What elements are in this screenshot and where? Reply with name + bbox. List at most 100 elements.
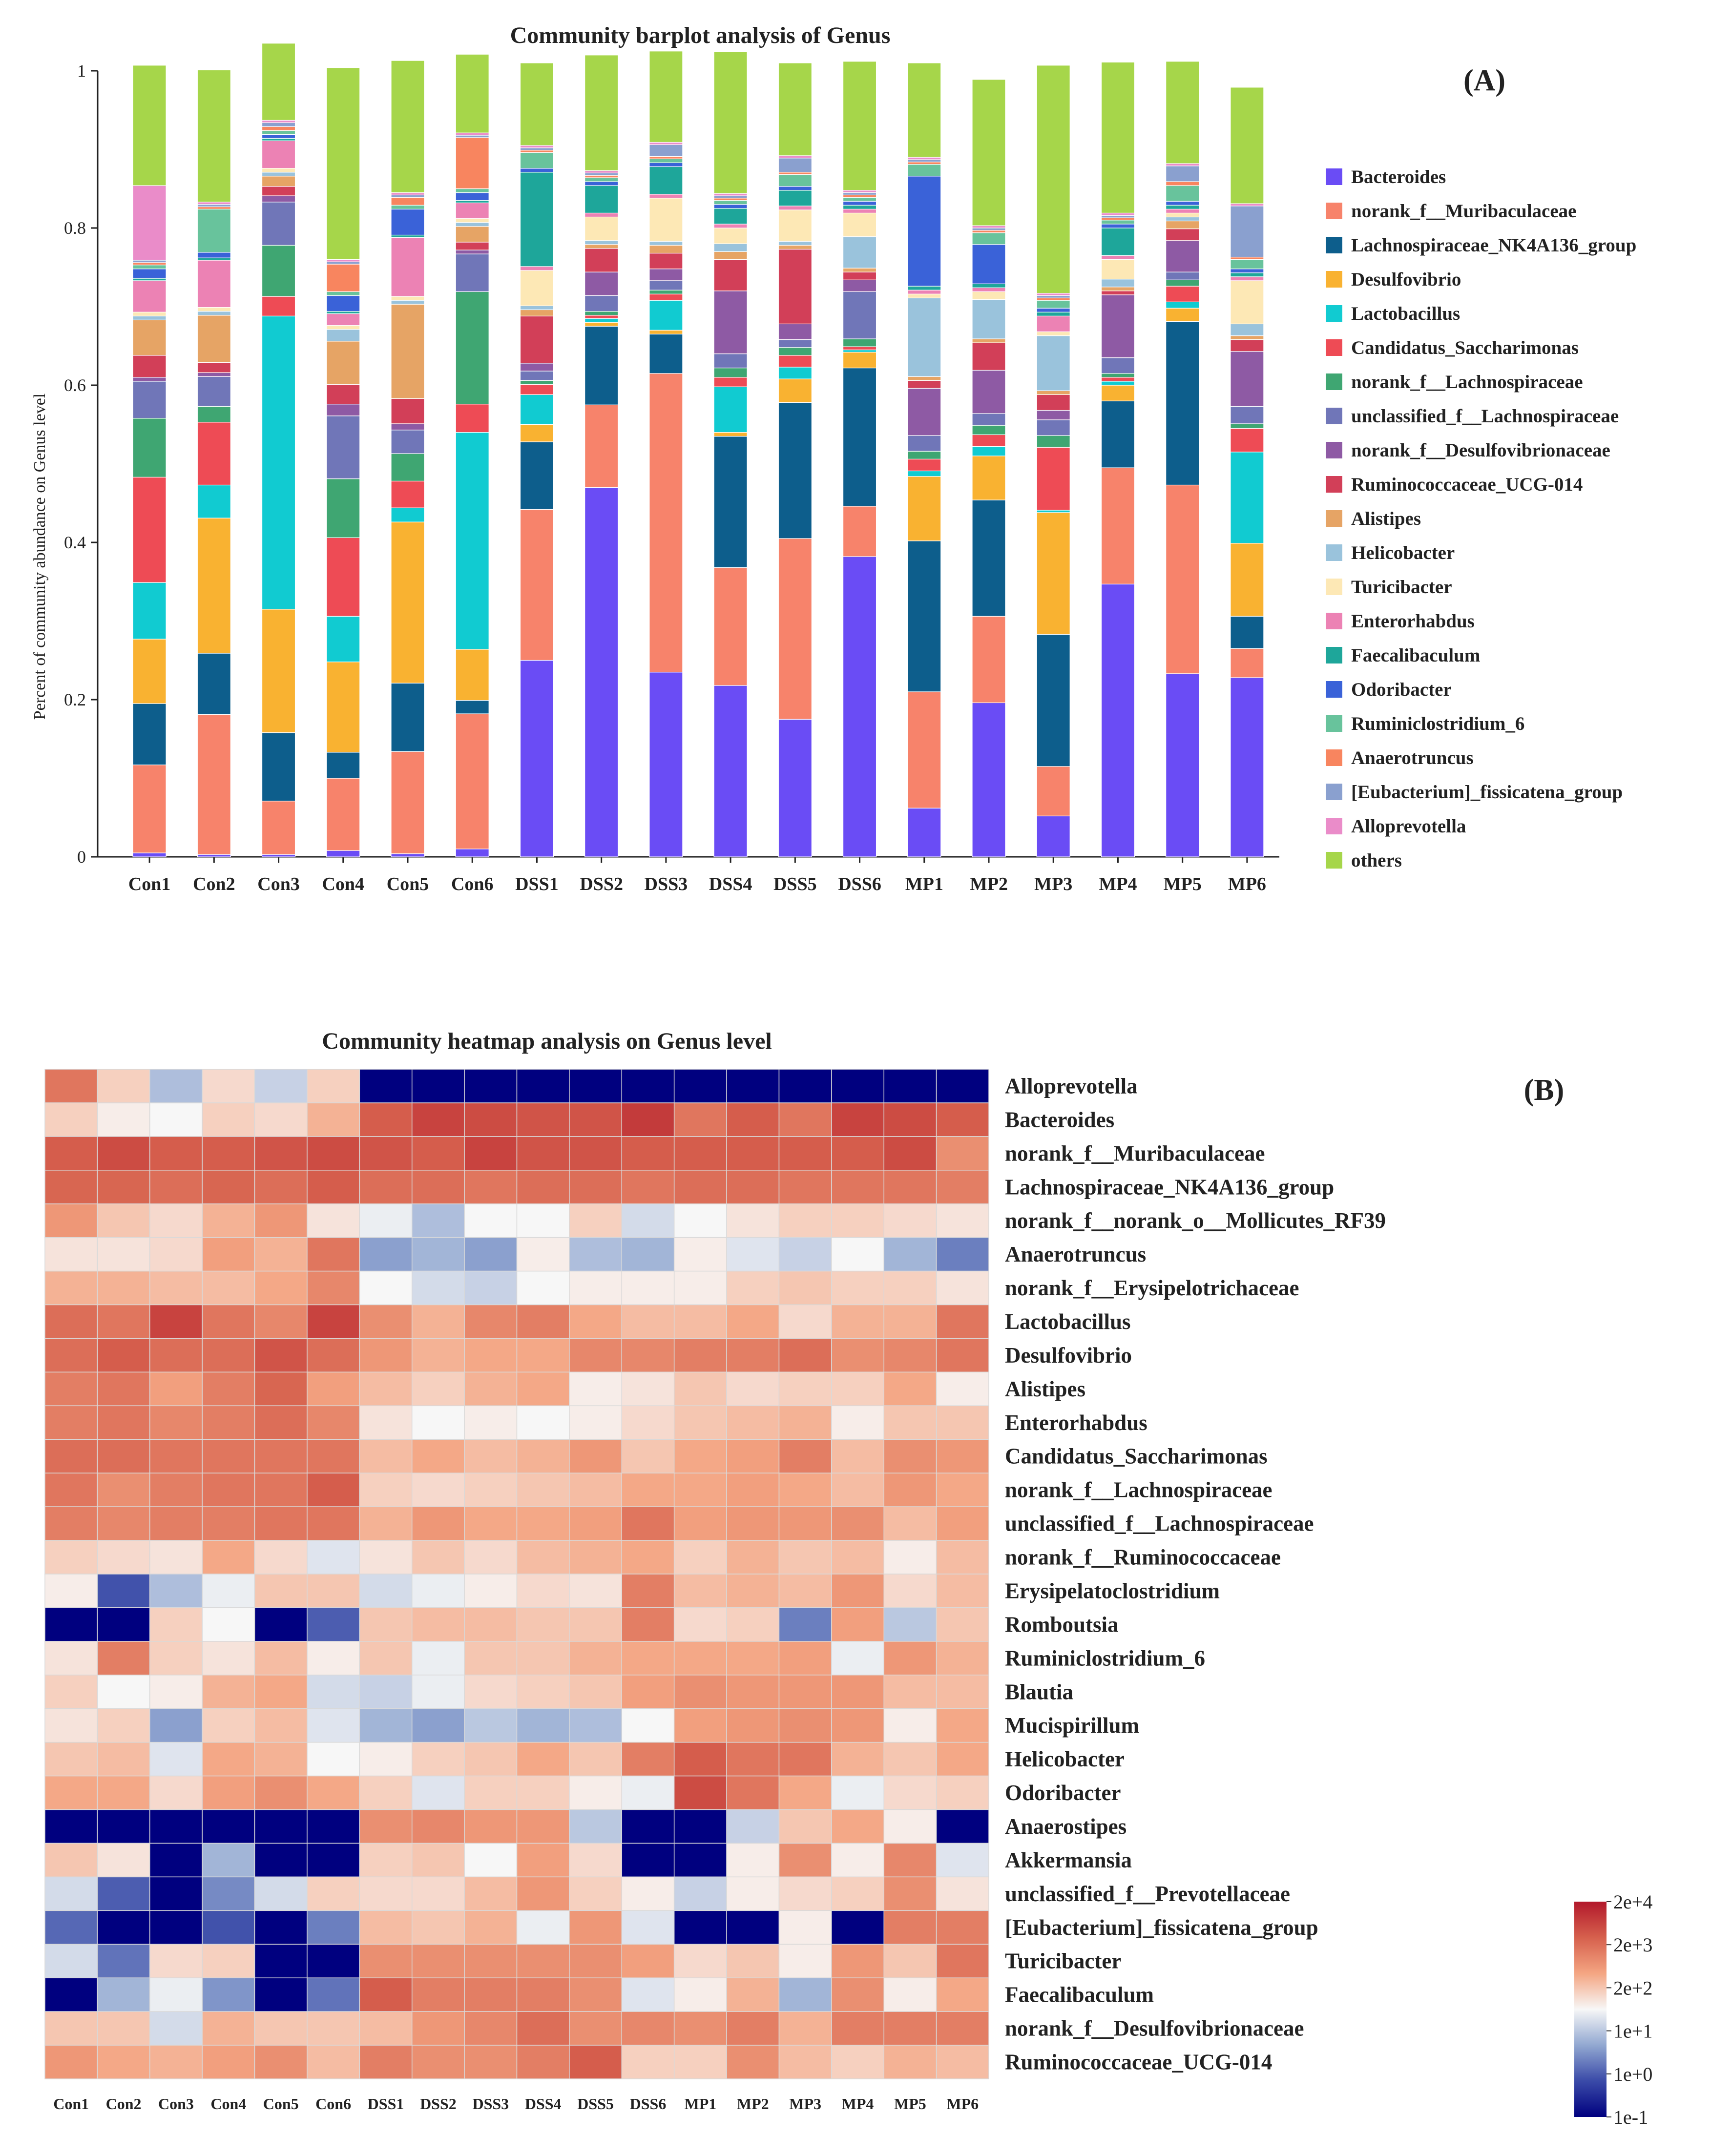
heatmap-cell <box>411 1203 465 1238</box>
bar-segment <box>197 260 231 308</box>
heatmap-cell <box>883 2045 937 2079</box>
legend-label: Candidatus_Saccharimonas <box>1351 337 1579 358</box>
heatmap-cell <box>883 1540 937 1575</box>
heatmap-cell <box>411 1809 465 1844</box>
heatmap-cell <box>149 1472 203 1507</box>
heatmap-cell <box>831 1136 884 1171</box>
bar-segment <box>197 406 231 423</box>
bar-segment <box>1230 87 1264 204</box>
heatmap-cell <box>307 2045 360 2079</box>
heatmap-column-label: MP2 <box>737 2095 769 2113</box>
heatmap-cell <box>831 1405 884 1440</box>
heatmap-cell <box>44 1741 98 1777</box>
bar-segment <box>842 271 877 280</box>
heatmap-cell <box>831 1371 884 1407</box>
bar-segment <box>520 172 554 267</box>
heatmap-cell <box>202 1472 255 1507</box>
heatmap-cell <box>149 1809 203 1844</box>
bar-segment <box>778 206 812 210</box>
heatmap-cell <box>621 1237 675 1272</box>
bar-segment <box>649 373 683 673</box>
heatmap-cell <box>936 2011 989 2046</box>
heatmap-cell <box>97 1170 150 1204</box>
heatmap-cell <box>831 1102 884 1137</box>
heatmap-cell <box>778 1708 832 1743</box>
heatmap-cell <box>673 2045 727 2079</box>
heatmap-cell <box>149 1270 203 1306</box>
bar-segment <box>132 311 167 316</box>
bar-segment <box>649 290 683 294</box>
bar-segment <box>1036 766 1070 816</box>
bar-segment <box>649 162 683 167</box>
bar-segment <box>713 290 748 354</box>
bar-segment <box>1230 206 1264 258</box>
bar-segment <box>326 850 360 857</box>
bar-segment <box>972 228 1006 231</box>
bar-segment <box>907 470 941 477</box>
bar-segment <box>1230 276 1264 281</box>
heatmap-row-label: Ruminiclostridium_6 <box>1005 1646 1205 1670</box>
heatmap-cell <box>726 1876 780 1911</box>
heatmap-cell <box>516 1843 570 1878</box>
bar-segment <box>842 349 877 352</box>
heatmap-cell <box>202 1977 255 2012</box>
bar-segment <box>778 367 812 379</box>
legend-swatch <box>1326 544 1342 561</box>
heatmap-cell <box>621 1506 675 1541</box>
bar-segment <box>391 237 425 297</box>
heatmap-cell <box>97 1775 150 1810</box>
bar-segment <box>132 355 167 378</box>
bar-segment <box>842 192 877 195</box>
heatmap-cell <box>202 1170 255 1204</box>
heatmap-cell <box>621 1843 675 1878</box>
heatmap-cell <box>97 1472 150 1507</box>
bar-segment <box>842 291 877 339</box>
bar-segment <box>842 205 877 209</box>
bar-segment <box>326 752 360 779</box>
heatmap-cell <box>516 1371 570 1407</box>
bar-segment <box>455 849 489 857</box>
heatmap-cell <box>569 2045 623 2079</box>
legend-label: Anaerotruncus <box>1351 747 1474 768</box>
heatmap-cell <box>831 1203 884 1238</box>
heatmap-cell <box>44 1506 98 1541</box>
heatmap-cell <box>516 1641 570 1676</box>
bar-segment <box>132 582 167 640</box>
heatmap-cell <box>97 1338 150 1373</box>
legend-swatch <box>1326 305 1342 322</box>
bar-segment <box>1230 648 1264 678</box>
heatmap-cell <box>464 1977 518 2012</box>
colorbar-tick-label: 1e-1 <box>1613 2106 1648 2128</box>
heatmap-cell <box>411 2011 465 2046</box>
x-tick-label: Con4 <box>322 874 364 894</box>
bar-segment <box>391 60 425 193</box>
bar-segment <box>907 376 941 381</box>
heatmap-cell <box>673 1304 727 1339</box>
heatmap-cell <box>359 1170 413 1204</box>
legend-swatch <box>1326 203 1342 219</box>
heatmap-cell <box>307 1775 360 1810</box>
heatmap-cell <box>254 1977 308 2012</box>
legend-label: Turicibacter <box>1351 577 1452 598</box>
heatmap-row-label: unclassified_f__Lachnospiraceae <box>1005 1512 1314 1536</box>
heatmap-cell <box>307 1338 360 1373</box>
heatmap-cell <box>621 2045 675 2079</box>
panel-label-b: (B) <box>1524 1074 1565 1107</box>
heatmap-cell <box>254 1641 308 1676</box>
heatmap-row-label: Anaerotruncus <box>1005 1242 1146 1266</box>
bar-segment <box>1101 224 1135 228</box>
bar-segment <box>907 176 941 287</box>
heatmap-cell <box>307 1102 360 1137</box>
bar-segment <box>132 418 167 477</box>
bar-segment <box>972 338 1006 343</box>
heatmap-row-label: norank_f__Ruminococcaceae <box>1005 1545 1281 1570</box>
heatmap-cell <box>621 1439 675 1473</box>
heatmap-cell <box>621 1944 675 1978</box>
heatmap-cell <box>202 1540 255 1575</box>
heatmap-cell <box>936 1876 989 1911</box>
bar-segment <box>649 158 683 163</box>
heatmap-cell <box>673 1876 727 1911</box>
bar-segment <box>455 713 489 850</box>
heatmap-column-label: DSS4 <box>525 2095 562 2113</box>
heatmap-cell <box>411 1069 465 1103</box>
